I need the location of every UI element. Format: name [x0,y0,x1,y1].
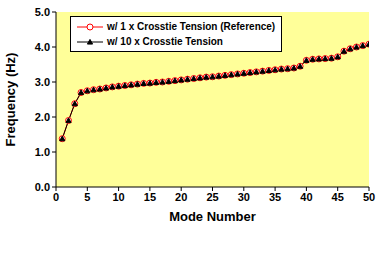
svg-text:0.0: 0.0 [35,181,50,193]
svg-text:30: 30 [238,191,250,203]
svg-text:4.0: 4.0 [35,41,50,53]
svg-text:40: 40 [300,191,312,203]
svg-text:Frequency (Hz): Frequency (Hz) [8,53,18,147]
svg-text:25: 25 [206,191,218,203]
svg-text:10: 10 [112,191,124,203]
svg-text:5.0: 5.0 [35,6,50,18]
svg-text:1.0: 1.0 [35,146,50,158]
svg-text:0: 0 [53,191,59,203]
svg-text:15: 15 [144,191,156,203]
svg-text:35: 35 [269,191,281,203]
svg-text:45: 45 [332,191,344,203]
html-text:w/ 10 x Crosstie Tension: w/ 10 x Crosstie Tension [107,36,223,47]
svg-text:20: 20 [175,191,187,203]
svg-text:3.0: 3.0 [35,76,50,88]
html-text:w/ 1 x Crosstie Tension (Refer: w/ 1 x Crosstie Tension (Reference) [107,21,276,32]
svg-text:50: 50 [363,191,375,203]
svg-text:5: 5 [84,191,90,203]
svg-text:Mode Number: Mode Number [169,209,256,224]
svg-text:2.0: 2.0 [35,111,50,123]
